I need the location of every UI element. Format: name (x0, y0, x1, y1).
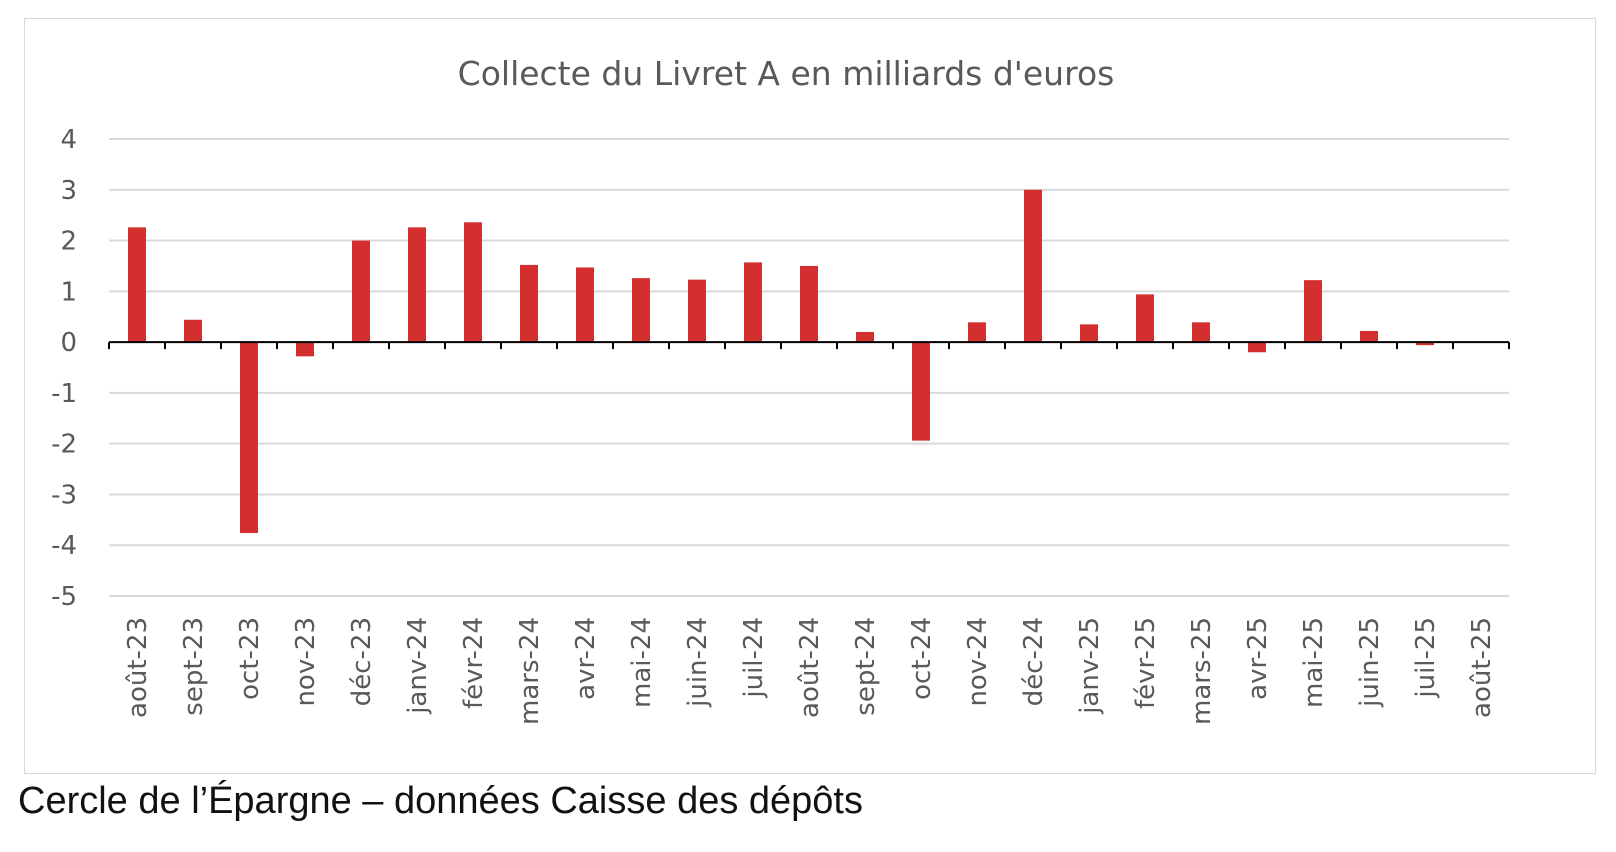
y-tick-label: -1 (51, 379, 77, 409)
y-tick-label: 0 (60, 328, 77, 358)
y-tick-label: 1 (60, 277, 77, 307)
bar (1192, 322, 1210, 343)
bar (1024, 189, 1042, 343)
source-caption: Cercle de l’Épargne – données Caisse des… (18, 780, 863, 822)
gridlines (109, 138, 1509, 597)
y-tick-label: -4 (51, 531, 77, 561)
bar (576, 267, 594, 343)
x-tick-label: juin-25 (1355, 617, 1385, 708)
x-tick-label: juin-24 (683, 617, 713, 708)
bar (464, 222, 482, 343)
x-tick-label: juil-25 (1411, 617, 1441, 699)
x-tick-label: déc-23 (347, 617, 377, 706)
x-tick-label: avr-24 (571, 617, 601, 700)
bar (240, 342, 258, 534)
y-tick-label: 2 (60, 227, 77, 257)
bar-chart: Collecte du Livret A en milliards d'euro… (51, 54, 1510, 725)
chart-title: Collecte du Livret A en milliards d'euro… (458, 54, 1115, 93)
x-tick-label: févr-24 (459, 617, 489, 709)
y-axis-ticks: 4 3 2 1 0 -1 -2 -3 -4 -5 (51, 125, 77, 612)
bar (688, 279, 706, 343)
bar (128, 227, 146, 343)
y-tick-label: 3 (60, 176, 77, 206)
bar (1136, 294, 1154, 343)
x-tick-label: oct-24 (907, 617, 937, 700)
x-tick-label: nov-24 (963, 617, 993, 707)
bar (352, 240, 370, 343)
x-tick-label: nov-23 (291, 617, 321, 707)
bar (1360, 330, 1378, 343)
x-tick-label: avr-25 (1243, 617, 1273, 700)
x-tick-label: août-25 (1467, 617, 1497, 718)
x-tick-label: mars-24 (515, 617, 545, 725)
y-tick-label: -3 (51, 480, 77, 510)
chart-frame: Collecte du Livret A en milliards d'euro… (24, 18, 1596, 774)
bar (968, 322, 986, 343)
x-tick-label: févr-25 (1131, 617, 1161, 709)
bar (856, 331, 874, 343)
bar (632, 278, 650, 343)
x-tick-label: août-23 (123, 617, 153, 718)
bars (128, 189, 1434, 534)
bar (1080, 324, 1098, 343)
bar (1304, 280, 1322, 343)
x-tick-label: mai-25 (1299, 617, 1329, 708)
bar (744, 262, 762, 343)
x-axis-ticks: août-23 sept-23 oct-23 nov-23 déc-23 janv-24 f… (123, 617, 1497, 725)
bar (1416, 342, 1434, 346)
zero-axis (108, 341, 1510, 350)
x-tick-label: août-24 (795, 617, 825, 718)
x-tick-label: sept-24 (851, 617, 881, 716)
y-tick-label: 4 (60, 125, 77, 155)
x-tick-label: mars-25 (1187, 617, 1217, 725)
bar (408, 227, 426, 343)
x-tick-label: juil-24 (739, 617, 769, 699)
bar (184, 319, 202, 343)
x-tick-label: janv-25 (1075, 617, 1105, 715)
y-tick-label: -5 (51, 582, 77, 612)
bar (520, 264, 538, 343)
x-tick-label: janv-24 (403, 617, 433, 715)
bar (296, 342, 314, 357)
bar (800, 265, 818, 343)
bar (1248, 342, 1266, 353)
x-tick-label: déc-24 (1019, 617, 1049, 706)
y-tick-label: -2 (51, 430, 77, 460)
x-tick-label: oct-23 (235, 617, 265, 700)
bar (912, 342, 930, 441)
x-tick-label: sept-23 (179, 617, 209, 716)
x-tick-label: mai-24 (627, 617, 657, 708)
